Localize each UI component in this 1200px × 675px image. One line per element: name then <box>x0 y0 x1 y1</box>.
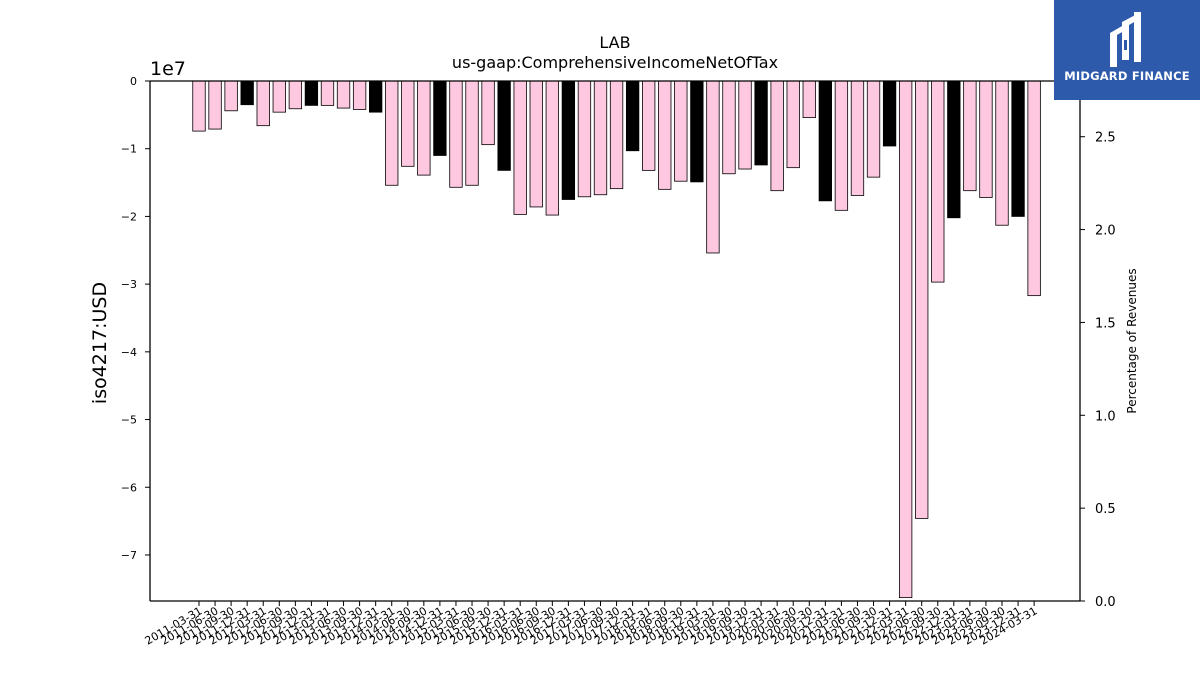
chart-title: LAB <box>599 33 630 52</box>
bar-2015-03-31 <box>449 80 463 188</box>
bar-2012-03-31 <box>256 80 270 127</box>
bar-2020-12-31 <box>818 80 832 202</box>
bar-2012-09-30 <box>288 80 303 110</box>
y-axis-ticks: 0 −1 −2 −3 −4 −5 −6 −7 <box>121 75 150 562</box>
y-tick-label: −3 <box>121 278 137 291</box>
y2-tick-label: 2.5 <box>1095 131 1116 146</box>
bar-2021-09-30 <box>866 80 881 178</box>
logo-badge: MIDGARD FINANCE <box>1054 0 1200 100</box>
y-tick-label: −6 <box>121 481 137 494</box>
bar-2022-12-31 <box>947 80 961 219</box>
y-offset-label: 1e7 <box>150 58 186 80</box>
bar-2020-06-30 <box>786 80 800 169</box>
bars-group <box>192 80 1041 599</box>
y2-tick-label: 0.5 <box>1095 502 1116 517</box>
bar-2014-09-30 <box>417 80 431 176</box>
y-tick-label: −4 <box>121 346 137 359</box>
y-tick-label: 0 <box>130 75 137 88</box>
midgard-logo-icon <box>1110 12 1141 67</box>
bar-2021-12-31 <box>882 80 897 147</box>
bar-2022-06-30 <box>915 80 929 519</box>
bar-2018-06-30 <box>658 80 672 190</box>
bar-2020-09-30 <box>802 80 816 118</box>
y-tick-label: −1 <box>121 143 137 156</box>
bar-2014-12-31 <box>433 80 447 156</box>
bar-2018-03-31 <box>642 80 656 171</box>
bar-2019-06-30 <box>722 80 736 175</box>
bar-2017-06-30 <box>593 80 608 196</box>
bar-2015-09-30 <box>481 80 495 146</box>
bar-2014-03-31 <box>385 80 399 186</box>
bar-2012-06-30 <box>272 80 286 113</box>
bar-2015-12-31 <box>497 80 511 171</box>
bar-2013-03-31 <box>320 80 335 106</box>
bar-2021-03-31 <box>834 80 849 211</box>
bar-2017-09-30 <box>609 80 624 190</box>
bar-2022-09-30 <box>931 80 945 283</box>
bar-2023-12-31 <box>1011 80 1025 217</box>
bar-2012-12-31 <box>304 80 319 106</box>
y2-tick-label: 1.0 <box>1095 409 1116 424</box>
y2-tick-label: 1.5 <box>1095 316 1116 331</box>
bar-2017-12-31 <box>625 80 640 152</box>
bar-2024-03-31 <box>1027 80 1041 297</box>
bar-2023-09-30 <box>995 80 1009 226</box>
logo-text: MIDGARD FINANCE <box>1064 69 1190 83</box>
bar-2020-03-31 <box>770 80 784 192</box>
bar-2016-12-31 <box>561 80 576 200</box>
bar-2021-06-30 <box>850 80 865 196</box>
bar-2014-06-30 <box>401 80 415 167</box>
bar-2011-09-30 <box>224 80 238 112</box>
y2-tick-label: 2.0 <box>1095 224 1116 239</box>
bar-2013-09-30 <box>352 80 367 110</box>
chart-subtitle: us-gaap:ComprehensiveIncomeNetOfTax <box>452 53 778 72</box>
bar-2013-06-30 <box>336 80 351 109</box>
bar-2018-12-31 <box>690 80 704 183</box>
bar-2011-12-31 <box>240 80 254 106</box>
x-axis-ticks: 2011-03-312011-06-302011-09-302011-12-31… <box>143 601 1040 648</box>
y2-axis-label: Percentage of Revenues <box>1125 268 1139 413</box>
bar-2015-06-30 <box>465 80 479 186</box>
bar-2016-03-31 <box>513 80 527 215</box>
bar-2011-06-30 <box>208 80 222 130</box>
bar-2023-06-30 <box>979 80 993 198</box>
y-tick-label: −2 <box>121 210 137 223</box>
bar-2016-06-30 <box>529 80 543 208</box>
bar-2016-09-30 <box>545 80 559 216</box>
bar-2013-12-31 <box>369 80 383 113</box>
bar-2011-03-31 <box>192 80 206 132</box>
y2-axis-ticks: 0.0 0.5 1.0 1.5 2.0 2.5 <box>1080 131 1116 610</box>
y2-tick-label: 0.0 <box>1095 595 1116 610</box>
bar-2019-12-31 <box>754 80 768 166</box>
bar-2023-03-31 <box>963 80 977 192</box>
y-tick-label: −7 <box>121 549 137 562</box>
y-tick-label: −5 <box>121 414 137 427</box>
bar-2019-03-31 <box>706 80 720 254</box>
bar-2017-03-31 <box>577 80 592 198</box>
y-axis-label: iso4217:USD <box>89 282 111 404</box>
bar-2019-09-30 <box>738 80 752 170</box>
bar-2022-03-31 <box>898 80 913 599</box>
bar-2018-09-30 <box>674 80 688 182</box>
